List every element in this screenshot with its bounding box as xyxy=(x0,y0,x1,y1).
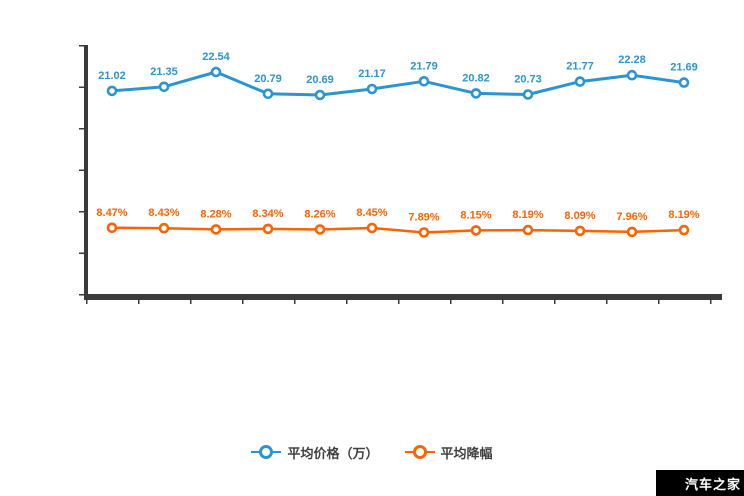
avg-discount-point[interactable] xyxy=(158,222,170,234)
price-trend-chart: 21.02 21.35 22.54 20.79 20.69 21.17 21.79 20.82… xyxy=(79,45,722,304)
avg-price-label: 22.54 xyxy=(202,51,230,63)
x-tick xyxy=(86,300,88,304)
avg-price-point[interactable] xyxy=(678,77,690,88)
avg-discount-point[interactable] xyxy=(314,224,326,235)
avg-discount-line xyxy=(111,226,685,234)
chart-legend: 平均价格（万） 平均降幅 xyxy=(0,440,744,468)
x-tick xyxy=(138,300,140,304)
avg-discount-label: 8.45% xyxy=(356,207,387,219)
avg-discount-label: 8.28% xyxy=(200,208,231,220)
avg-discount-point[interactable] xyxy=(470,225,482,236)
avg-discount-label: 8.09% xyxy=(564,210,595,222)
legend-label-avg-price: 平均价格（万） xyxy=(287,446,379,461)
avg-price-point[interactable] xyxy=(366,83,378,95)
y-tick xyxy=(79,86,84,88)
avg-price-point[interactable] xyxy=(314,89,326,101)
avg-discount-point[interactable] xyxy=(574,225,586,237)
avg-discount-point[interactable] xyxy=(522,224,534,236)
autohome-watermark-badge: 汽车之家 xyxy=(656,470,744,496)
avg-discount-label: 7.96% xyxy=(616,211,647,223)
avg-price-label: 20.73 xyxy=(514,74,542,86)
line-marker-icon xyxy=(251,444,282,465)
y-tick xyxy=(79,252,84,254)
avg-discount-point[interactable] xyxy=(262,223,274,235)
avg-discount-label: 8.26% xyxy=(304,209,335,221)
x-tick xyxy=(710,300,712,304)
line-marker-icon xyxy=(404,444,435,465)
y-tick xyxy=(79,128,84,130)
avg-discount-point[interactable] xyxy=(626,226,638,238)
avg-price-line xyxy=(111,70,685,97)
avg-price-label: 21.02 xyxy=(98,70,126,82)
x-tick xyxy=(554,300,556,304)
avg-price-label: 21.77 xyxy=(566,61,594,73)
x-tick xyxy=(606,300,608,304)
x-tick xyxy=(294,300,296,304)
y-tick xyxy=(79,169,84,171)
legend-item-avg-discount[interactable]: 平均降幅 xyxy=(404,444,493,465)
avg-price-point[interactable] xyxy=(210,66,222,78)
avg-discount-label: 8.15% xyxy=(460,209,491,221)
avg-price-label: 20.69 xyxy=(306,74,334,86)
avg-discount-point[interactable] xyxy=(678,224,690,236)
avg-discount-label: 8.19% xyxy=(668,209,699,221)
x-tick xyxy=(190,300,192,304)
x-axis xyxy=(84,294,722,300)
x-tick xyxy=(658,300,660,304)
avg-price-point[interactable] xyxy=(262,88,274,100)
avg-price-label: 21.79 xyxy=(410,60,438,72)
avg-discount-point[interactable] xyxy=(418,227,430,238)
avg-price-label: 22.28 xyxy=(618,54,646,66)
avg-price-point[interactable] xyxy=(522,89,534,100)
avg-discount-point[interactable] xyxy=(366,222,378,234)
avg-discount-label: 8.47% xyxy=(96,207,127,219)
x-tick xyxy=(502,300,504,304)
avg-price-point[interactable] xyxy=(418,76,430,87)
avg-discount-label: 7.89% xyxy=(408,212,439,224)
avg-discount-label: 8.19% xyxy=(512,209,543,221)
avg-price-point[interactable] xyxy=(626,69,638,81)
avg-price-label: 20.82 xyxy=(462,72,490,84)
avg-price-point[interactable] xyxy=(106,85,118,97)
x-tick xyxy=(346,300,348,304)
avg-price-label: 21.35 xyxy=(150,66,178,78)
avg-price-label: 21.17 xyxy=(358,68,386,80)
avg-discount-point[interactable] xyxy=(106,222,118,234)
avg-discount-label: 8.43% xyxy=(148,207,179,219)
y-tick xyxy=(79,211,84,213)
autohome-watermark-text: 汽车之家 xyxy=(684,476,741,492)
x-tick xyxy=(450,300,452,304)
y-tick xyxy=(79,45,84,47)
legend-item-avg-price[interactable]: 平均价格（万） xyxy=(251,444,379,465)
avg-discount-label: 8.34% xyxy=(252,208,283,220)
avg-price-point[interactable] xyxy=(470,88,482,99)
legend-label-avg-discount: 平均降幅 xyxy=(440,446,493,461)
x-tick xyxy=(242,300,244,304)
avg-price-point[interactable] xyxy=(574,76,586,87)
avg-price-point[interactable] xyxy=(158,81,170,93)
avg-discount-point[interactable] xyxy=(210,224,222,235)
y-tick xyxy=(79,294,84,296)
avg-price-label: 21.69 xyxy=(670,62,698,74)
x-tick xyxy=(398,300,400,304)
y-axis xyxy=(84,45,88,300)
avg-price-label: 20.79 xyxy=(254,73,282,85)
